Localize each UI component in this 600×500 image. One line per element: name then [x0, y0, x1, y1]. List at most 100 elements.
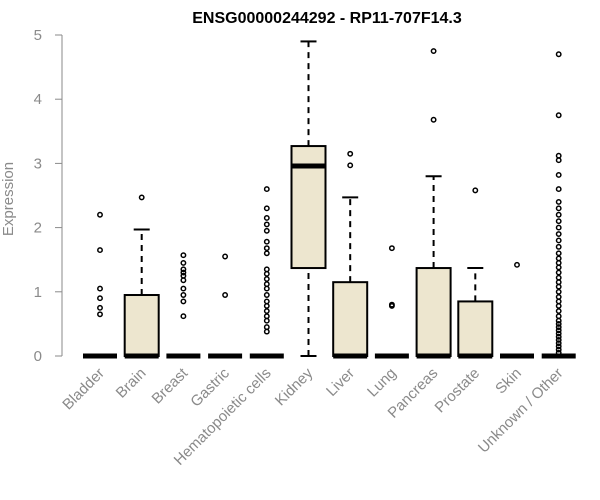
y-tick-label: 4 — [34, 91, 42, 108]
outlier-point — [555, 255, 562, 262]
box-rect — [332, 281, 369, 358]
x-category-label: Kidney — [272, 364, 317, 409]
outlier-point — [555, 211, 562, 218]
outlier-point — [555, 231, 562, 237]
outlier-point — [555, 237, 562, 244]
outlier-point — [263, 205, 270, 212]
box-8 — [415, 48, 452, 359]
outlier-point — [555, 337, 562, 343]
outlier-point — [180, 277, 187, 284]
outlier-point — [555, 302, 562, 309]
outlier-point — [472, 187, 479, 194]
outlier-point — [180, 266, 187, 273]
outlier-point — [555, 198, 562, 205]
outlier-point — [180, 259, 187, 266]
outlier-point — [263, 281, 270, 288]
outlier-point — [180, 252, 187, 259]
outlier-point — [97, 211, 103, 218]
outlier-point — [263, 328, 270, 335]
x-category-label: Skin — [492, 365, 525, 398]
box-2 — [166, 252, 201, 359]
box-3 — [208, 253, 243, 359]
outlier-point — [263, 221, 270, 228]
outlier-point — [263, 313, 270, 320]
outlier-point — [430, 48, 437, 54]
box-1 — [123, 194, 160, 359]
outlier-point — [514, 261, 520, 268]
outlier-point — [555, 330, 562, 337]
outlier-point — [263, 270, 270, 277]
outlier-point — [97, 311, 103, 318]
outlier-point — [180, 313, 187, 320]
outlier-point — [347, 162, 354, 169]
outlier-point — [555, 324, 562, 331]
outlier-point — [180, 298, 187, 305]
outlier-point — [97, 247, 103, 254]
x-category-label: Lung — [364, 365, 400, 401]
outlier-point — [180, 292, 187, 298]
box-5 — [290, 40, 327, 357]
outlier-point — [180, 285, 187, 292]
outlier-point — [138, 194, 145, 201]
outlier-point — [97, 295, 103, 302]
outlier-point — [263, 215, 270, 221]
box-0 — [83, 211, 117, 359]
box-7 — [374, 245, 409, 359]
outlier-point — [263, 227, 270, 234]
y-tick-label: 1 — [34, 284, 42, 301]
outlier-point — [263, 324, 270, 331]
box-10 — [500, 261, 534, 359]
outlier-point — [555, 340, 562, 347]
outlier-point — [263, 238, 270, 245]
outlier-point — [97, 285, 103, 292]
box-9 — [457, 187, 494, 359]
x-category-label: Breast — [149, 364, 192, 407]
outlier-point — [555, 152, 562, 159]
outlier-point — [555, 320, 562, 327]
outlier-point — [222, 253, 229, 260]
y-tick-label: 2 — [34, 220, 42, 237]
outlier-point — [263, 292, 270, 298]
box-rect — [457, 300, 494, 357]
y-tick-label: 3 — [34, 155, 42, 172]
outlier-point — [555, 333, 562, 340]
y-axis: 0 1 2 3 4 5 — [34, 27, 63, 365]
box-rect — [123, 294, 160, 358]
outlier-point — [555, 308, 562, 315]
outlier-point — [555, 346, 562, 353]
outlier-point — [430, 116, 437, 123]
outlier-point — [555, 317, 562, 324]
outlier-point — [263, 317, 270, 324]
boxes-group — [83, 40, 576, 359]
outlier-point — [555, 259, 562, 266]
outlier-point — [555, 243, 562, 250]
x-category-label: Prostate — [432, 365, 484, 417]
outlier-point — [555, 112, 562, 119]
outlier-point — [97, 304, 103, 311]
outlier-point — [263, 250, 270, 257]
outlier-point — [555, 274, 562, 281]
box-rect — [415, 267, 452, 357]
outlier-point — [263, 266, 270, 273]
outlier-point — [555, 264, 562, 271]
outlier-point — [555, 250, 562, 257]
outlier-point — [555, 283, 562, 290]
outlier-point — [263, 186, 270, 193]
y-axis-label: Expression — [0, 162, 17, 236]
box-11 — [541, 51, 576, 359]
x-category-label: Bladder — [59, 365, 108, 414]
y-tick-label: 0 — [34, 348, 42, 365]
outlier-point — [222, 292, 229, 298]
y-tick-label: 5 — [34, 27, 42, 44]
box-6 — [332, 150, 369, 359]
outlier-point — [555, 349, 562, 356]
outlier-point — [555, 218, 562, 225]
outlier-point — [180, 272, 187, 279]
outlier-point — [555, 224, 562, 231]
outlier-point — [263, 285, 270, 292]
outlier-point — [388, 301, 395, 308]
outlier-point — [555, 279, 562, 286]
outlier-point — [555, 205, 562, 212]
